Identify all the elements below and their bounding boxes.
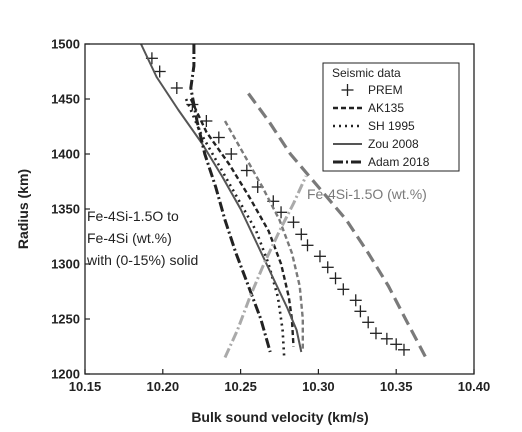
prem-point [313,250,326,263]
x-tick-label: 10.30 [302,379,335,394]
prem-point [397,343,410,356]
prem-point [295,228,308,241]
legend: Seismic data PREM AK135 SH 1995 Zou 2008… [322,62,460,172]
prem-point [287,216,300,229]
fe-4si-1-5o-to-fe-4si-dashed-gray-line [223,120,304,350]
prem-point [275,206,288,219]
legend-swatch-prem [341,84,354,96]
adam-2018-line [189,44,272,353]
prem-point [337,283,350,296]
x-tick-label: 10.20 [147,379,180,394]
annotation-left-line3: with (0-15%) solid [86,252,198,268]
legend-label-zou2008: Zou 2008 [368,137,419,151]
sh-1995-line [184,98,286,358]
x-axis-label: Bulk sound velocity (km/s) [191,409,368,425]
prem-point [153,65,166,78]
y-tick-label: 1200 [51,367,80,382]
light-gray-dash-dot-line [223,175,308,359]
prem-point [225,148,238,160]
annotation-left-line1: Fe-4Si-1.5O to [87,208,179,224]
y-axis-label: Radius (km) [15,169,31,249]
x-tick-label: 10.25 [224,379,257,394]
y-tick-label: 1400 [51,147,80,162]
y-tick-label: 1300 [51,257,80,272]
legend-swatches [333,84,362,164]
legend-box [322,62,460,172]
x-tick-label: 10.40 [458,379,491,394]
legend-label-adam2018: Adam 2018 [368,155,430,169]
fe-4si-1-5o-wt-line [247,92,428,359]
ticks-layer: 10.15 10.20 10.25 10.30 10.35 10.40 1200 1250 13… [51,37,490,395]
legend-label-sh1995: SH 1995 [368,119,415,133]
prem-point [390,338,403,351]
legend-label-ak135: AK135 [368,101,404,115]
prem-point [362,316,375,329]
legend-label-prem: PREM [368,83,403,97]
x-tick-label: 10.15 [69,379,102,394]
x-tick-label: 10.35 [380,379,413,394]
prem-point [212,131,225,144]
prem-point [369,327,382,340]
annotation-left-line2: Fe-4Si (wt.%) [87,230,172,246]
prem-point [354,305,367,318]
prem-point [349,294,362,307]
zou-2008-line [140,43,303,353]
prem-point [301,239,314,252]
prem-point [321,261,334,274]
y-tick-label: 1350 [51,202,80,217]
series-layer [140,43,428,359]
y-tick-label: 1500 [51,37,80,52]
prem-point [329,272,342,285]
legend-title: Seismic data [332,66,401,80]
prem-point [380,332,393,345]
y-tick-label: 1250 [51,312,80,327]
ak135-line [189,98,295,347]
y-tick-label: 1450 [51,92,80,107]
prem-point [240,164,253,177]
prem-point [170,82,183,94]
annotation-right: Fe-4Si-1.5O (wt.%) [307,186,427,202]
